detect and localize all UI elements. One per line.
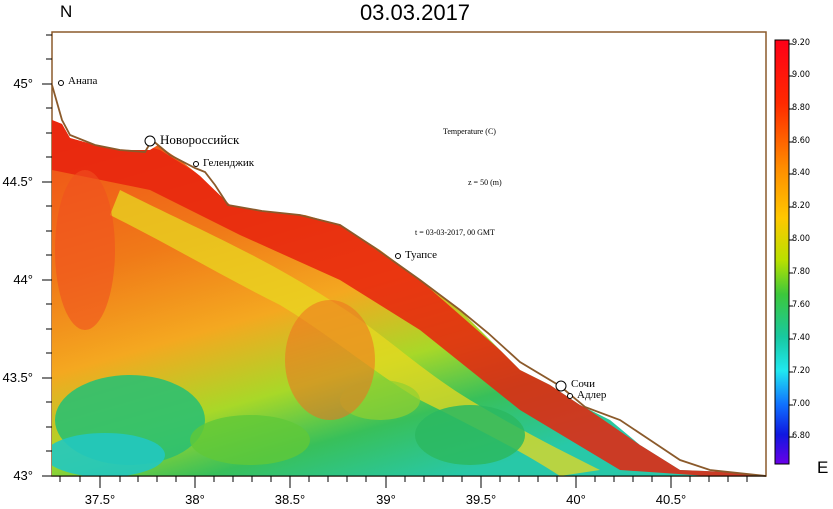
- lon-tick-label: 40.5°: [655, 492, 687, 507]
- lat-tick-label: 44.5°: [2, 174, 33, 189]
- colorbar-label: 8.20: [792, 201, 811, 211]
- north-label: N: [60, 2, 73, 21]
- lat-tick-label: 44°: [13, 272, 33, 287]
- temperature-field: [52, 120, 765, 476]
- city-label-adler: Адлер: [577, 389, 607, 401]
- colorbar-label: 6.80: [792, 431, 811, 441]
- city-marker-adler: [567, 393, 573, 399]
- colorbar-label: 9.00: [792, 70, 811, 80]
- lon-tick-label: 39°: [376, 492, 396, 507]
- lon-tick-label: 38.5°: [274, 492, 306, 507]
- colorbar-label: 7.60: [792, 300, 811, 310]
- annotation-depth: z = 50 (m): [468, 178, 502, 187]
- colorbar-label: 7.80: [792, 267, 811, 277]
- east-label: E: [817, 458, 829, 477]
- colorbar-ticks: [789, 43, 793, 438]
- lon-tick-label: 37.5°: [84, 492, 116, 507]
- city-label-novorossiysk: Новороссийск: [160, 132, 240, 147]
- city-label-gelendzhik: Геленджик: [203, 157, 255, 169]
- city-marker-anapa: [58, 80, 64, 86]
- city-label-tuapse: Туапсе: [405, 249, 438, 261]
- colorbar-label: 8.60: [792, 136, 811, 146]
- colorbar-label: 7.40: [792, 333, 811, 343]
- colorbar-label: 7.00: [792, 399, 811, 409]
- colorbar-label: 9.20: [792, 38, 811, 48]
- lat-axis: [42, 34, 52, 477]
- city-marker-sochi: [555, 380, 567, 392]
- city-marker-tuapse: [395, 253, 401, 259]
- lon-axis: [52, 475, 766, 488]
- lat-tick-label: 43°: [13, 468, 33, 483]
- colorbar: [774, 39, 790, 465]
- colorbar-label: 8.00: [792, 234, 811, 244]
- lat-tick-label: 45°: [13, 76, 33, 91]
- lat-tick-label: 43.5°: [2, 370, 33, 385]
- city-label-anapa: Анапа: [68, 75, 98, 87]
- colorbar-label: 8.40: [792, 168, 811, 178]
- coastline: [51, 84, 767, 477]
- map-title: 03.03.2017: [359, 0, 471, 25]
- city-label-sochi: Сочи: [571, 378, 595, 390]
- lon-tick-label: 38°: [185, 492, 205, 507]
- city-marker-gelendzhik: [193, 161, 199, 167]
- annotation-time: t = 03-03-2017, 00 GMT: [415, 228, 495, 237]
- annotation-variable: Temperature (C): [443, 127, 496, 136]
- city-marker-novorossiysk: [144, 135, 156, 147]
- lon-tick-label: 40°: [566, 492, 586, 507]
- lon-tick-label: 39.5°: [465, 492, 497, 507]
- colorbar-label: 8.80: [792, 103, 811, 113]
- colorbar-label: 7.20: [792, 366, 811, 376]
